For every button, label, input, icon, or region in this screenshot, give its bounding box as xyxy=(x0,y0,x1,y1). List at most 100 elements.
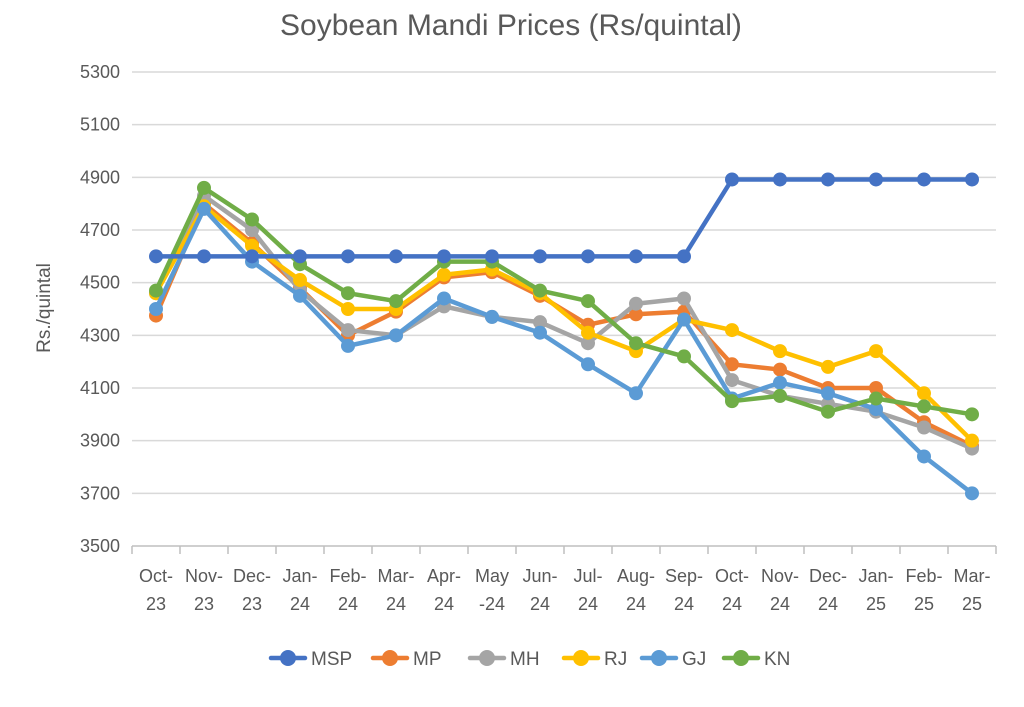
data-point xyxy=(581,249,595,264)
x-tick-label: Dec- 23 xyxy=(233,566,271,614)
y-tick-label: 4700 xyxy=(80,220,120,240)
data-point xyxy=(725,373,739,388)
x-tick-label-line2: 25 xyxy=(962,594,982,614)
legend-item-msp: MSP xyxy=(268,649,352,670)
x-tick-label-line2: 24 xyxy=(722,594,742,614)
data-point xyxy=(341,286,355,301)
data-point xyxy=(293,288,307,303)
data-point xyxy=(629,386,643,401)
x-tick-label-line1: May xyxy=(475,566,509,586)
series-mp xyxy=(149,196,979,453)
x-tick-label: Oct- 24 xyxy=(715,566,749,614)
x-tick-label: Apr- 24 xyxy=(427,566,461,614)
data-point xyxy=(197,180,211,195)
data-point xyxy=(149,249,163,264)
y-tick-label: 4900 xyxy=(80,167,120,187)
y-axis-label: Rs./quintal xyxy=(34,263,55,353)
y-tick-label: 4500 xyxy=(80,273,120,293)
y-tick-label: 5100 xyxy=(80,115,120,135)
legend-label: KN xyxy=(764,649,790,670)
data-point xyxy=(629,249,643,264)
x-tick-label-line1: Mar- xyxy=(378,566,415,586)
legend-item-mh: MH xyxy=(467,649,540,670)
series-gj xyxy=(149,201,979,501)
data-point xyxy=(389,328,403,343)
data-point xyxy=(917,172,931,187)
series-line xyxy=(153,177,975,259)
x-tick-label: Jun- 24 xyxy=(522,566,557,614)
x-tick-label-line2: 24 xyxy=(434,594,454,614)
x-tick-label-line1: Jan- xyxy=(282,566,317,586)
legend-item-gj: GJ xyxy=(639,649,706,670)
x-tick-label-line2: 24 xyxy=(338,594,358,614)
legend-label: MSP xyxy=(311,649,352,670)
x-tick-label-line2: 24 xyxy=(578,594,598,614)
x-tick-label: Aug- 24 xyxy=(617,566,655,614)
data-point xyxy=(149,283,163,298)
series-line xyxy=(153,206,975,496)
data-point xyxy=(293,273,307,288)
x-tick-label-line2: 23 xyxy=(242,594,262,614)
x-tick-label: Mar- 24 xyxy=(378,566,415,614)
data-point xyxy=(485,309,499,324)
data-point xyxy=(341,323,355,338)
x-tick-label-line2: 24 xyxy=(626,594,646,614)
data-point xyxy=(773,362,787,377)
x-tick-label-line2: -24 xyxy=(479,594,505,614)
x-tick-label-line1: Dec- xyxy=(809,566,847,586)
y-tick-label: 4100 xyxy=(80,378,120,398)
series-line xyxy=(153,185,975,417)
series-lines xyxy=(149,172,979,501)
x-tick-label-line2: 24 xyxy=(530,594,550,614)
x-tick-label: Jan- 25 xyxy=(858,566,893,614)
data-point xyxy=(725,172,739,187)
x-tick-label-line2: 24 xyxy=(674,594,694,614)
data-point xyxy=(869,391,883,406)
x-tick-label-line1: Dec- xyxy=(233,566,271,586)
x-tick-label-line1: Oct- xyxy=(715,566,749,586)
data-point xyxy=(389,249,403,264)
data-point xyxy=(437,291,451,306)
legend-marker xyxy=(382,650,398,666)
x-tick-label: Feb- 25 xyxy=(905,566,942,614)
x-tick-label-line1: Mar- xyxy=(954,566,991,586)
legend-marker xyxy=(573,650,589,666)
data-point xyxy=(197,249,211,264)
data-point xyxy=(917,420,931,435)
series-mh xyxy=(149,188,979,456)
data-point xyxy=(149,302,163,316)
data-point xyxy=(293,249,307,264)
data-point xyxy=(341,302,355,316)
x-tick-label-line1: Sep- xyxy=(665,566,703,586)
x-tick-label: Sep- 24 xyxy=(665,566,703,614)
x-tick-label: Oct- 23 xyxy=(139,566,173,614)
legend-item-rj: RJ xyxy=(561,649,627,670)
data-point xyxy=(485,249,499,264)
data-point xyxy=(677,312,691,327)
x-tick-label: Dec- 24 xyxy=(809,566,847,614)
chart-title: Soybean Mandi Prices (Rs/quintal) xyxy=(280,9,742,42)
legend-marker xyxy=(651,650,667,666)
data-point xyxy=(965,486,979,501)
data-point xyxy=(629,296,643,311)
x-tick-label-line2: 24 xyxy=(290,594,310,614)
x-tick-label-line1: Jun- xyxy=(522,566,557,586)
x-tick-label-line1: Apr- xyxy=(427,566,461,586)
legend-marker xyxy=(733,650,749,666)
data-point xyxy=(581,325,595,340)
data-point xyxy=(389,294,403,309)
x-tick-label-line1: Feb- xyxy=(329,566,366,586)
data-point xyxy=(677,249,691,264)
x-tick-label-line1: Nov- xyxy=(761,566,799,586)
x-tick-label: Nov- 23 xyxy=(185,566,223,614)
series-msp xyxy=(149,172,979,264)
y-tick-label: 3900 xyxy=(80,431,120,451)
data-point xyxy=(773,172,787,187)
y-tick-label: 5300 xyxy=(80,62,120,82)
legend-label: MP xyxy=(413,649,442,670)
data-point xyxy=(725,323,739,338)
x-tick-label-line1: Oct- xyxy=(139,566,173,586)
data-point xyxy=(965,407,979,422)
data-point xyxy=(965,172,979,187)
